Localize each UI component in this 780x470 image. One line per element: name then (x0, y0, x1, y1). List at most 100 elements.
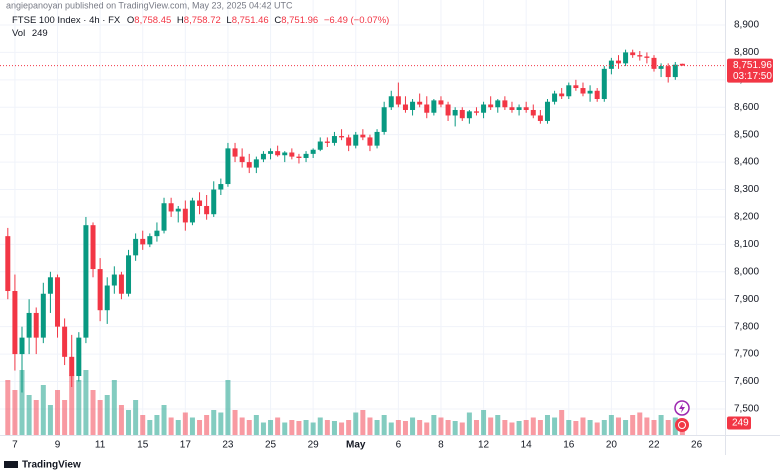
volume-bar (140, 415, 146, 435)
volume-bar (268, 420, 274, 435)
volume-bar (402, 421, 408, 435)
volume-bar (523, 420, 529, 435)
volume-bar (225, 380, 231, 435)
volume-bar (5, 380, 11, 435)
x-tick-label: 8 (438, 440, 444, 451)
candle-body (615, 60, 621, 64)
candle-body (97, 269, 103, 311)
candle-body (466, 111, 472, 119)
x-tick-label: 11 (95, 440, 106, 451)
x-tick-label: 17 (180, 440, 192, 451)
volume-bar (339, 422, 345, 435)
volume-bar (658, 415, 664, 435)
candle-body (452, 109, 458, 116)
candle-body (289, 152, 295, 157)
candle-body (204, 205, 210, 215)
candle-body (587, 90, 593, 94)
volume-bar (388, 422, 394, 435)
volume-bar (33, 400, 39, 435)
candle-body (601, 68, 607, 100)
y-tick-label: 8,200 (734, 212, 759, 223)
brand: TradingView (22, 460, 81, 470)
volume-bar (83, 370, 89, 435)
candle-body (133, 238, 139, 256)
high: 8,758.72 (184, 15, 221, 26)
volume-bar (353, 412, 359, 435)
volume-bar (126, 410, 132, 435)
y-tick-label: 8,800 (734, 47, 759, 58)
volume-bar (381, 415, 387, 435)
volume-bar (76, 380, 82, 435)
volume-bar (459, 422, 465, 435)
candle-body (559, 93, 565, 97)
candle-body (55, 277, 61, 327)
publisher: angiepanoyan published on TradingView.co… (6, 0, 293, 10)
volume-bar (303, 420, 309, 435)
candle-body (104, 285, 110, 311)
volume-bar (502, 420, 508, 435)
x-tick-label: 29 (308, 440, 320, 451)
candle-body (445, 104, 451, 116)
candle-body (388, 96, 394, 108)
candle-body (637, 55, 643, 57)
volume-bar (12, 390, 18, 435)
volume-bar (317, 417, 323, 435)
candle-body (395, 96, 401, 105)
icon[interactable] (675, 418, 689, 432)
icon-glyph (679, 403, 685, 413)
candle-body (140, 238, 146, 245)
volume-bar (182, 412, 188, 435)
volume-bar (133, 400, 139, 435)
price-tag (727, 58, 773, 83)
candle-body (516, 107, 522, 110)
candle-body (530, 109, 536, 116)
volume-bar (346, 420, 352, 435)
volume-bar (601, 420, 607, 435)
volume-bar (530, 417, 536, 435)
candle-body (339, 136, 345, 138)
candle-body (374, 131, 380, 146)
candle-body (76, 337, 82, 377)
volume-bar (665, 420, 671, 435)
candle-body (495, 100, 501, 108)
volume-bar (275, 417, 281, 435)
candle-body (33, 312, 39, 338)
y-tick-label: 8,100 (734, 239, 759, 250)
volume-bar (204, 415, 210, 435)
volume-tag-value: 249 (732, 418, 749, 429)
volume-bar (360, 410, 366, 435)
candle-body (644, 56, 650, 58)
countdown: 03:17:50 (733, 71, 772, 82)
candle-body (658, 66, 664, 69)
close: 8,751.96 (281, 15, 318, 26)
candle-body (310, 149, 316, 154)
volume-bar (282, 422, 288, 435)
candle-body (651, 57, 657, 69)
candle-body (381, 107, 387, 132)
candle-body (83, 225, 89, 338)
x-tick-label: 22 (648, 440, 660, 451)
candle-body (573, 85, 579, 89)
volume-bar (587, 420, 593, 435)
candle-body (431, 100, 437, 113)
candle-body (537, 115, 543, 121)
candle-body (317, 141, 323, 150)
candles (0, 49, 725, 393)
volume-bar (516, 421, 522, 435)
candle-body (232, 148, 238, 157)
volume-bar (104, 395, 110, 435)
volume-bar (395, 420, 401, 435)
candle-body (218, 184, 224, 190)
candle-body (154, 230, 160, 237)
volume-bar (623, 420, 629, 435)
volume-bar (431, 415, 437, 435)
y-tick-label: 8,600 (734, 102, 759, 113)
x-tick-label: May (346, 440, 366, 451)
candle-body (168, 203, 174, 212)
volume-bar (552, 417, 558, 435)
candle-body (296, 156, 302, 158)
volume-bar (637, 412, 643, 435)
candle-body (90, 225, 96, 270)
volume-bar (544, 415, 550, 435)
volume-bar (481, 410, 487, 435)
